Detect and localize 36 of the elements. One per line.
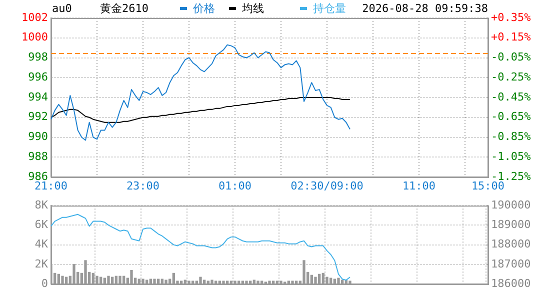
y2-tick-label: 187000 — [491, 257, 531, 270]
y-tick-label: 4K — [34, 238, 48, 251]
x-tick-label: 02:30/09:00 — [290, 179, 364, 192]
legend-label: 价格 — [193, 2, 215, 15]
y-tick-label: 8K — [34, 198, 48, 212]
y2-tick-label: -1.05% — [491, 150, 532, 163]
y-tick-label: 996 — [28, 70, 48, 84]
y-tick-label: 998 — [28, 50, 48, 64]
y-tick-label: 992 — [28, 110, 48, 124]
y2-tick-label: -0.05% — [491, 50, 532, 64]
chart-title: 黄金2610 — [100, 2, 148, 15]
y-tick-label: 994 — [28, 90, 48, 104]
y2-tick-label: +0.15% — [491, 30, 532, 44]
y-tick-label: 6K — [34, 218, 48, 232]
y2-tick-label: 188000 — [491, 238, 531, 251]
x-tick-label: 23:00 — [126, 179, 160, 192]
text: au0 — [52, 2, 72, 15]
y2-tick-label: -0.45% — [491, 90, 532, 104]
y2-tick-label: 189000 — [491, 218, 531, 232]
y-tick-label: 0 — [41, 276, 48, 290]
legend-label: 均线 — [242, 2, 264, 15]
y-tick-label: 2K — [34, 257, 48, 270]
y2-tick-label: -0.65% — [491, 110, 532, 124]
y-tick-label: 988 — [28, 150, 48, 163]
chart-subtitle: 2026-08-28 09:59:38 — [362, 2, 488, 15]
y-tick-label: 990 — [28, 130, 48, 144]
y2-tick-label: -0.85% — [491, 130, 532, 144]
y-tick-label: 1002 — [22, 10, 48, 24]
y2-tick-label: +0.35% — [491, 10, 532, 24]
x-tick-label: 01:00 — [218, 179, 252, 192]
x-tick-label: 11:00 — [402, 179, 436, 192]
y2-tick-label: -0.25% — [491, 70, 532, 84]
legend-label: 持仓量 — [313, 2, 346, 15]
y2-tick-label: 190000 — [491, 198, 531, 212]
y-tick-label: 1000 — [22, 30, 48, 44]
y2-tick-label: 186000 — [491, 276, 531, 290]
